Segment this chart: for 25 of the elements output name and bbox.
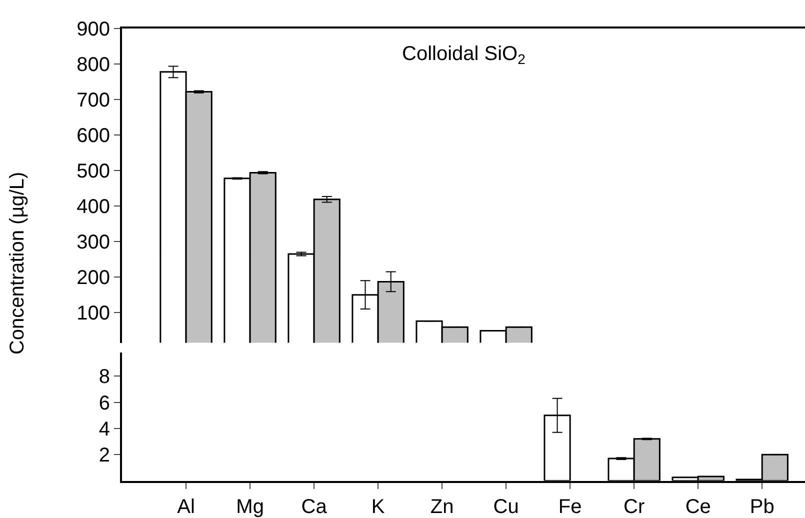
y-tick-label: 300 — [76, 232, 110, 254]
y-tick-label: 100 — [76, 302, 110, 325]
y-tick-label: 6 — [98, 392, 110, 414]
y-tick-label: 700 — [76, 90, 110, 112]
y-tick-label: 8 — [98, 366, 110, 388]
y-tick-label: 500 — [76, 160, 110, 183]
x-tick-label: Zn — [430, 496, 454, 518]
x-tick-label: Ce — [685, 496, 711, 518]
y-axis-title: Concentration (µg/L) — [6, 172, 29, 355]
y-tick-label: 200 — [76, 267, 110, 290]
x-tick-label: Al — [177, 496, 195, 518]
y-tick-label: 800 — [76, 54, 110, 76]
x-tick-label: Fe — [558, 496, 582, 518]
y-tick-label: 2 — [98, 444, 110, 467]
y-tick-label: 400 — [76, 196, 110, 218]
y-tick-label: 900 — [76, 18, 110, 41]
x-tick-label: Cu — [493, 496, 519, 518]
x-tick-label: K — [371, 496, 386, 518]
x-tick-label: Cr — [624, 496, 645, 518]
x-tick-label: Mg — [236, 496, 264, 518]
y-tick-label: 4 — [98, 418, 110, 440]
x-tick-label: Ca — [301, 496, 328, 518]
x-tick-label: Pb — [750, 496, 774, 518]
annotation: Colloidal SiO$_{2}$ — [402, 43, 526, 68]
y-tick-label: 600 — [76, 125, 110, 148]
